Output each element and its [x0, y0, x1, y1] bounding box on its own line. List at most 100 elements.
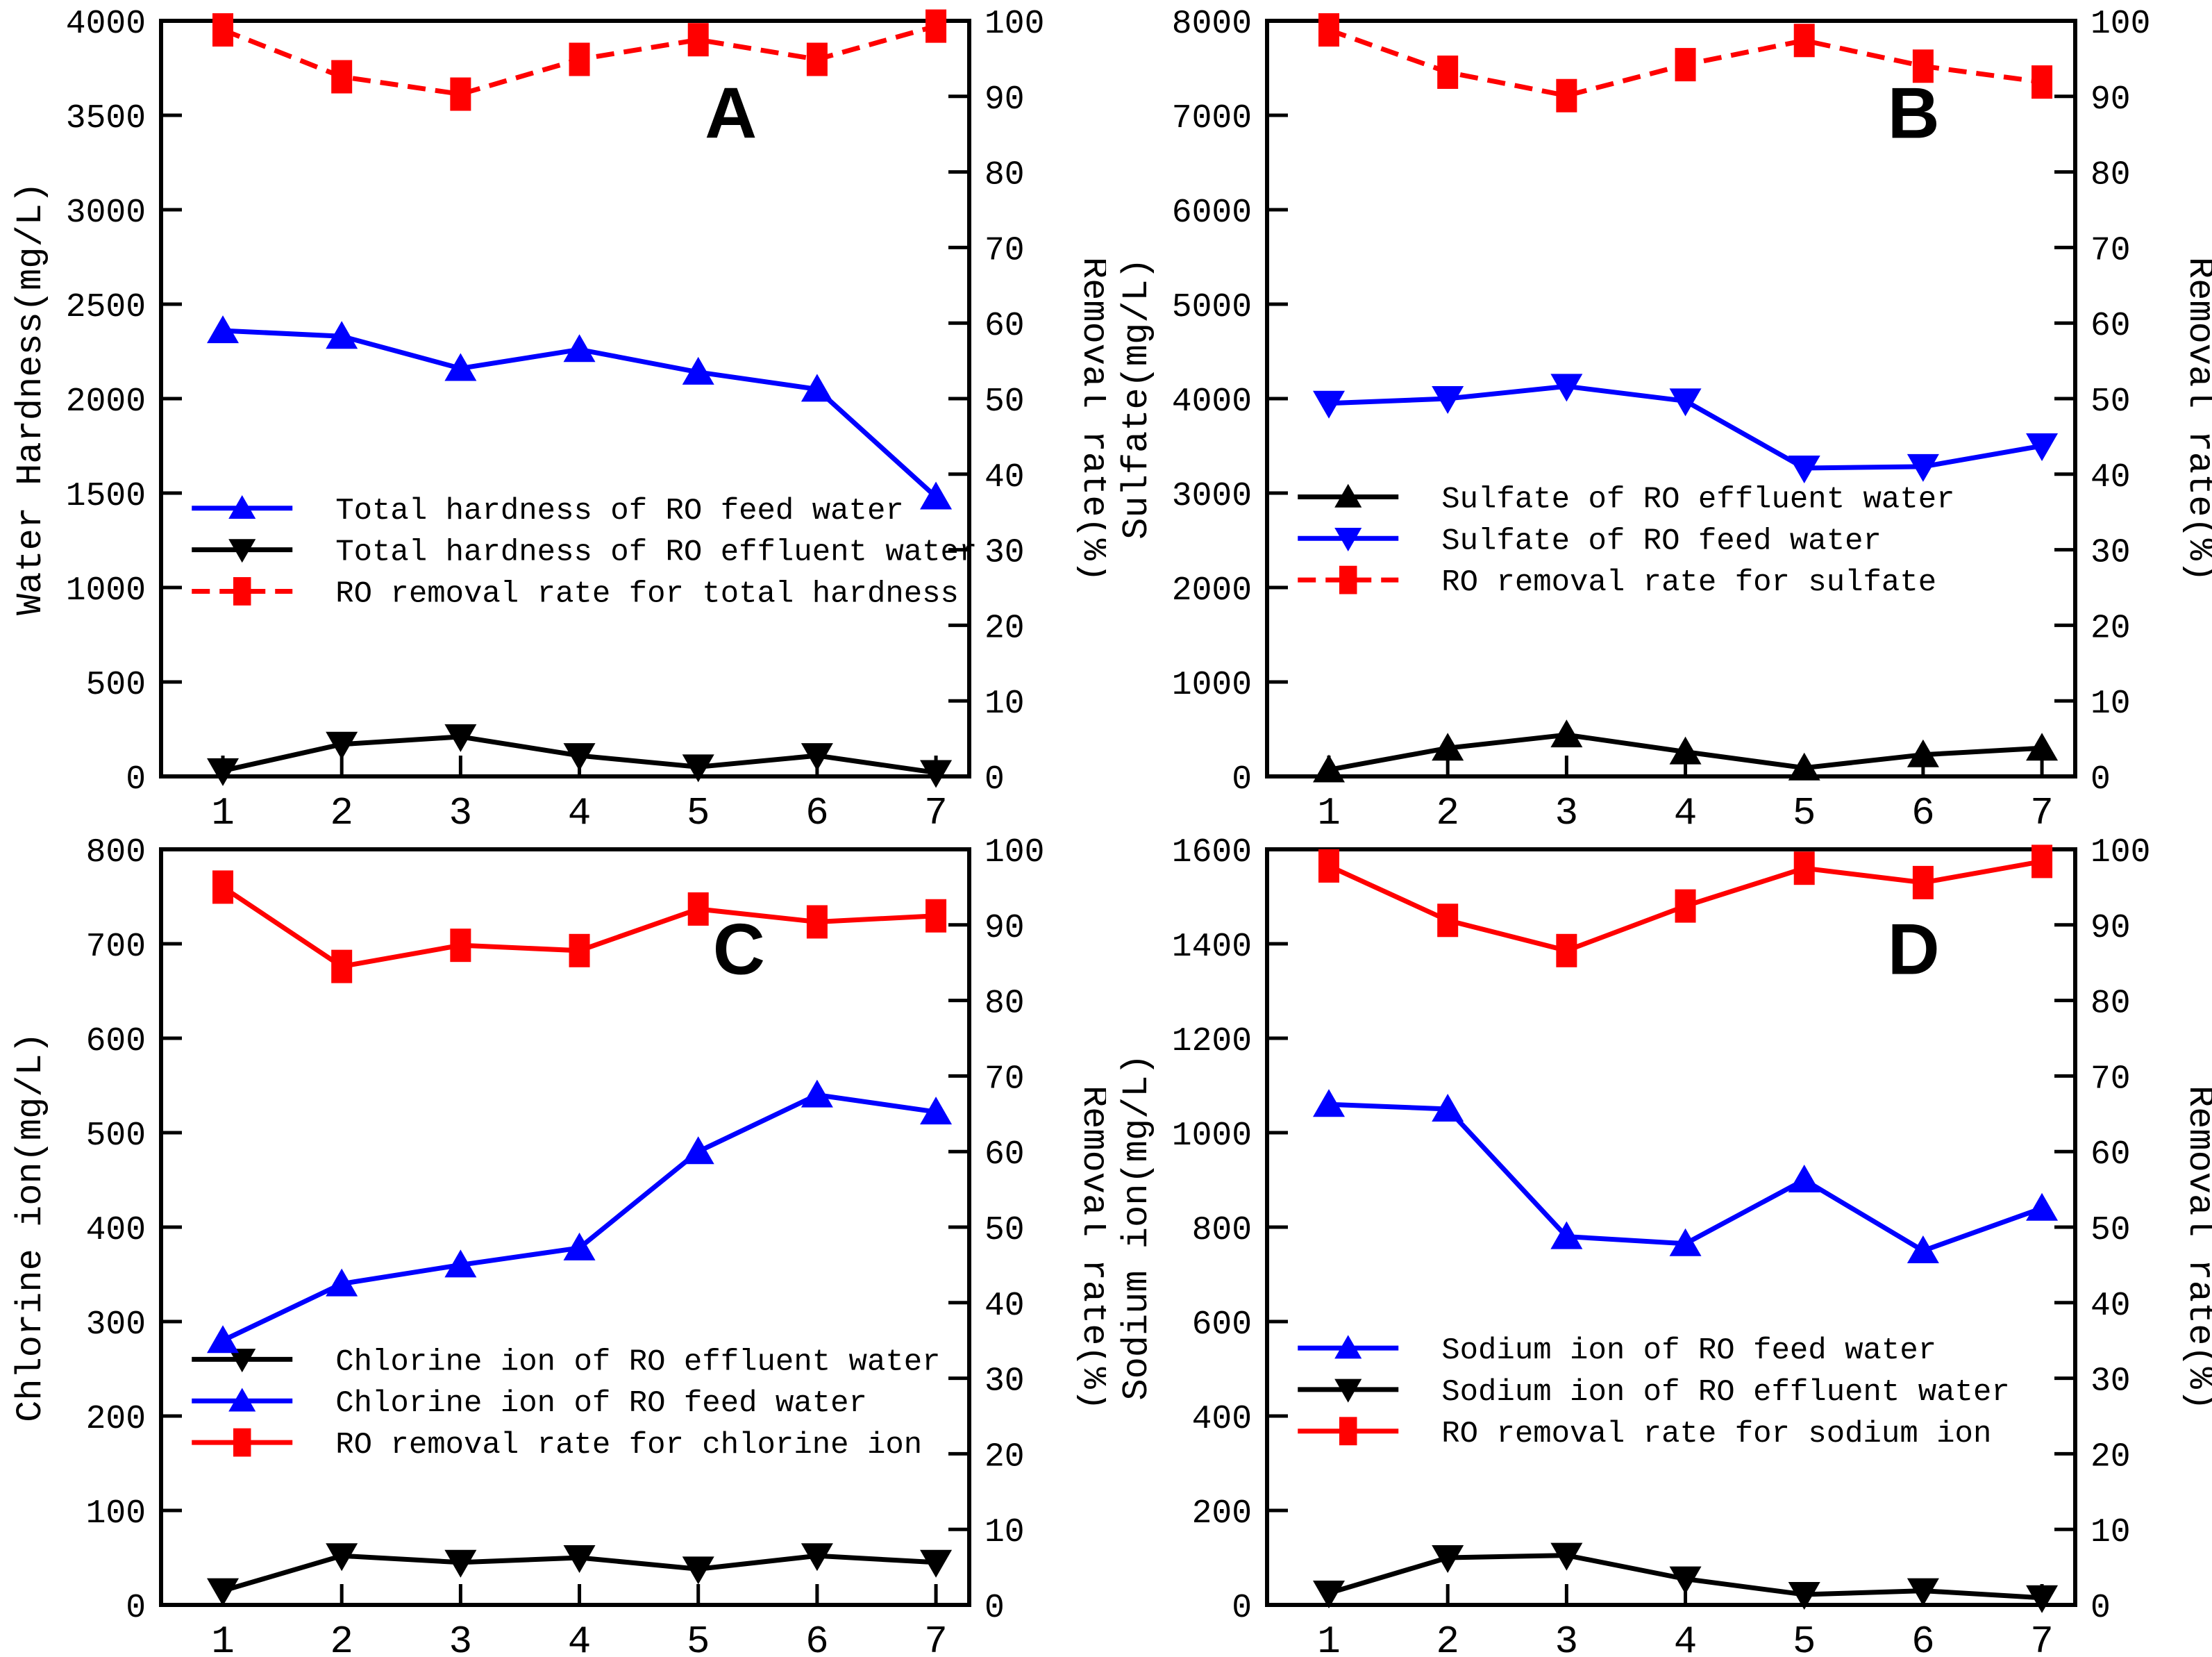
y-left-tick-label: 3000	[66, 194, 146, 232]
y-left-tick-label: 0	[1232, 1590, 1252, 1627]
y-axis-left: 0 200 400 600 800 1000 1200 1400 1600	[1172, 834, 1288, 1627]
square-marker	[331, 60, 353, 94]
y-right-tick-label: 70	[984, 232, 1025, 269]
legend-label: RO removal rate for sulfate	[1441, 565, 1936, 600]
triangle-down-marker	[207, 1578, 240, 1606]
y-right-tick-label: 30	[984, 1363, 1025, 1401]
x-tick-label: 3	[1555, 791, 1579, 828]
y-right-tick-label: 10	[984, 1514, 1025, 1551]
y-right-tick-label: 70	[2090, 1060, 2131, 1098]
triangle-up-marker	[207, 1325, 240, 1354]
y-right-tick-label: 60	[984, 1136, 1025, 1174]
triangle-up-marker	[1432, 1094, 1464, 1122]
square-marker	[233, 1428, 251, 1457]
triangle-down-marker	[801, 1543, 833, 1572]
triangle-up-marker	[228, 1388, 256, 1412]
y-left-tick-label: 800	[86, 834, 146, 872]
chart-panel-a: 0 500 1000 1500 2000 2500 3000 3500 4000 0 10 20 30 4…	[10, 6, 1106, 828]
square-marker	[2031, 65, 2053, 99]
y-axis-left-title: Sodium ion(mg/L)	[1116, 1054, 1157, 1400]
triangle-down-marker	[2026, 1585, 2059, 1613]
square-marker	[1339, 565, 1357, 594]
y-right-tick-label: 20	[2090, 610, 2131, 647]
y-left-tick-label: 2000	[66, 383, 146, 421]
y-right-tick-label: 50	[2090, 1212, 2131, 1249]
plot-frame	[159, 847, 971, 1607]
legend-label: Sodium ion of RO feed water	[1441, 1333, 1936, 1368]
triangle-down-marker	[228, 1349, 256, 1373]
y-axis-right-title: Removal rate(%)	[2179, 257, 2212, 582]
y-left-tick-label: 0	[1232, 761, 1252, 799]
triangle-up-marker	[1550, 719, 1583, 748]
square-marker	[1912, 49, 1934, 83]
x-tick-label: 7	[924, 791, 948, 828]
panel-letter: B	[1888, 74, 1940, 154]
y-left-tick-label: 7000	[1172, 100, 1252, 138]
triangle-up-marker	[801, 1079, 833, 1108]
y-left-tick-label: 800	[1192, 1212, 1252, 1249]
series-chlorine-ion-of-ro-effluent-water	[207, 1543, 953, 1606]
square-marker	[212, 13, 234, 47]
triangle-up-marker	[326, 1268, 358, 1297]
triangle-down-marker	[207, 758, 240, 786]
series-ro-removal-rate-for-total-hardness	[212, 9, 947, 111]
y-left-tick-label: 200	[86, 1401, 146, 1438]
y-left-tick-label: 100	[86, 1495, 146, 1533]
square-marker	[569, 42, 590, 76]
triangle-down-marker	[326, 731, 358, 760]
square-marker	[1556, 933, 1577, 967]
triangle-up-marker	[563, 334, 596, 363]
y-right-tick-label: 80	[984, 985, 1025, 1023]
x-tick-label: 6	[1911, 791, 1935, 828]
y-right-tick-label: 30	[2090, 1363, 2131, 1401]
triangle-up-marker	[1334, 1335, 1362, 1359]
x-axis: 1 2 3 4 5 6 7	[1317, 756, 2054, 828]
y-left-tick-label: 400	[1192, 1401, 1252, 1438]
series-line	[221, 1092, 937, 1343]
y-right-tick-label: 30	[984, 535, 1025, 572]
panel-letter: A	[705, 74, 757, 154]
y-right-tick-label: 10	[2090, 685, 2131, 723]
triangle-down-marker	[563, 743, 596, 772]
series-sulfate-of-ro-feed-water	[1313, 374, 2059, 483]
triangle-up-marker	[1788, 1165, 1820, 1192]
y-right-tick-label: 50	[984, 383, 1025, 421]
y-right-tick-label: 20	[984, 1438, 1025, 1476]
y-right-tick-label: 90	[2090, 81, 2131, 119]
triangle-down-marker	[920, 1549, 953, 1578]
x-tick-label: 1	[1317, 791, 1341, 828]
square-marker	[450, 77, 471, 111]
legend-label: Chlorine ion of RO effluent water	[335, 1344, 940, 1379]
y-right-tick-label: 0	[984, 1590, 1005, 1627]
panel-d-cell: 0 200 400 600 800 1000 1200 1400 1600 0 10 20 30 40 50…	[1106, 828, 2212, 1657]
y-right-tick-label: 60	[2090, 1136, 2131, 1174]
y-axis-right-title: Removal rate(%)	[1073, 1085, 1106, 1410]
square-marker	[1793, 24, 1815, 58]
y-left-tick-label: 500	[86, 667, 146, 704]
x-tick-label: 1	[211, 1619, 235, 1657]
y-left-tick-label: 200	[1192, 1495, 1252, 1533]
triangle-down-marker	[1313, 390, 1346, 419]
triangle-up-marker	[682, 1136, 714, 1165]
x-axis: 1 2 3 4 5 6 7	[211, 1584, 948, 1657]
x-tick-label: 6	[805, 1619, 829, 1657]
triangle-up-marker	[2026, 733, 2059, 761]
triangle-up-marker	[920, 481, 953, 510]
triangle-up-marker	[1334, 483, 1362, 508]
triangle-up-marker	[326, 321, 358, 349]
series-sodium-ion-of-ro-feed-water	[1313, 1089, 2059, 1263]
triangle-down-marker	[1313, 1581, 1346, 1608]
square-marker	[1437, 55, 1459, 89]
triangle-down-marker	[326, 1543, 358, 1572]
triangle-down-marker	[1907, 453, 1939, 482]
triangle-up-marker	[1907, 739, 1939, 767]
triangle-up-marker	[801, 374, 833, 402]
chart-panel-c: 0100200300400500600700800010203040506070…	[10, 834, 1106, 1657]
plot-frame	[1265, 847, 2077, 1607]
y-left-tick-label: 2000	[1172, 572, 1252, 610]
y-left-tick-label: 600	[86, 1023, 146, 1060]
chart-panel-b: 0100020003000400050006000700080000102030…	[1116, 6, 2212, 828]
y-right-tick-label: 90	[984, 910, 1025, 947]
x-tick-label: 1	[211, 791, 235, 828]
y-left-tick-label: 1600	[1172, 834, 1252, 872]
